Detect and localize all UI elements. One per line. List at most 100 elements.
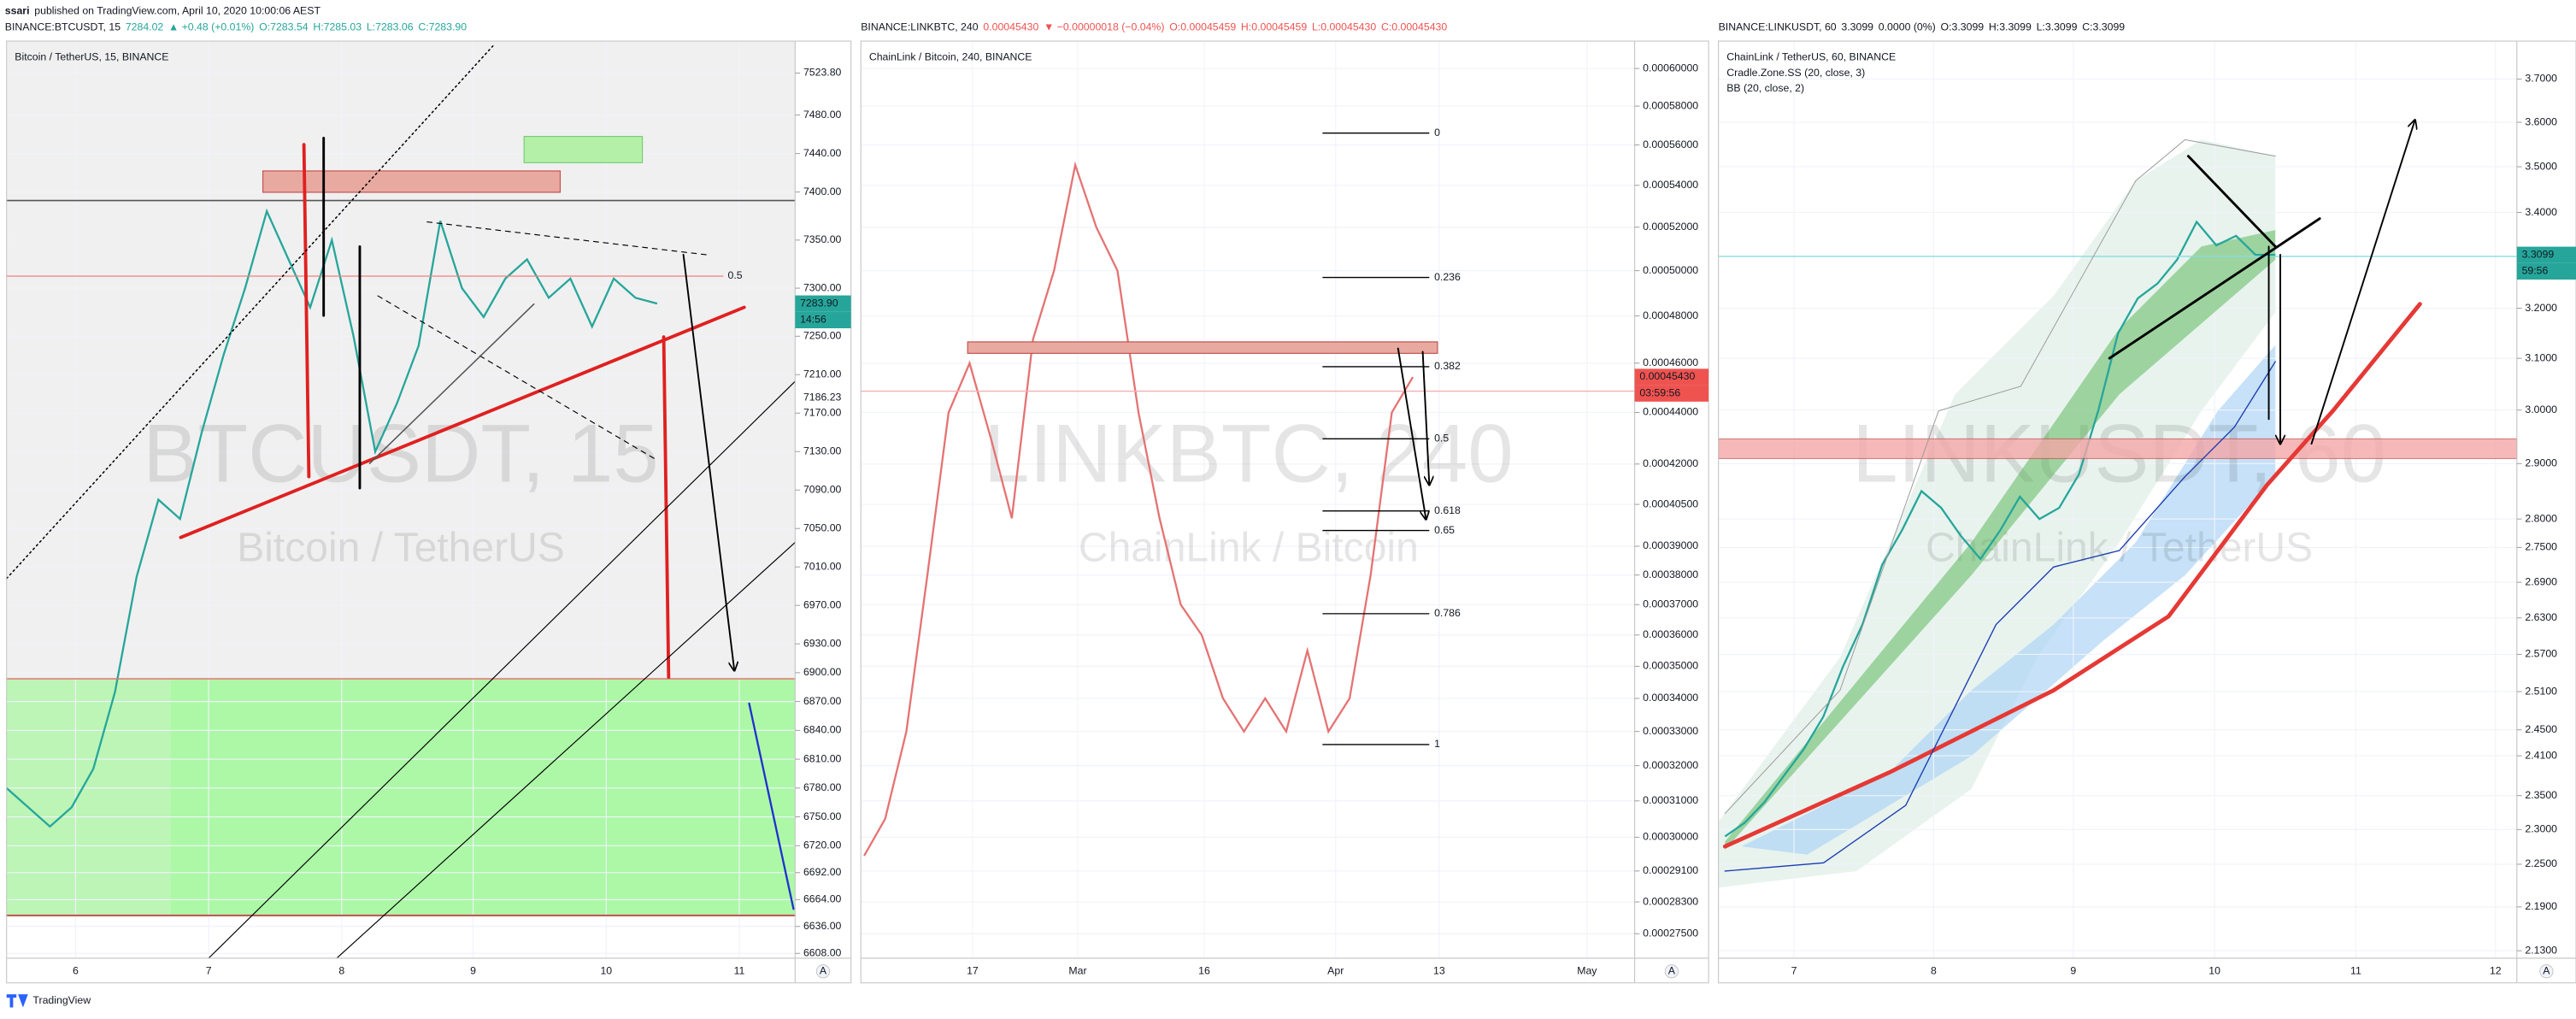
- y-tick-label: 6810.00: [803, 752, 842, 764]
- price-line: [5, 208, 658, 828]
- y-tick-label: 6720.00: [803, 839, 842, 851]
- y-tick-label: 2.9000: [2525, 457, 2557, 469]
- y-tick-label: 2.5700: [2525, 648, 2557, 660]
- x-tick-label: 7: [1791, 964, 1797, 976]
- y-tick-label: 2.5100: [2525, 685, 2557, 697]
- auto-scale-label: A: [820, 964, 827, 976]
- y-tick-label: 7300.00: [803, 281, 842, 293]
- quote-change: ▲ +0.48 (+0.01%): [168, 21, 254, 33]
- last-price-label: 0.00045430: [1639, 370, 1695, 382]
- quote-change: ▼ −0.00000018 (−0.04%): [1044, 21, 1164, 33]
- green-zone-left: [6, 679, 171, 916]
- x-tick-label: 16: [1198, 964, 1210, 976]
- fib-label: 0.382: [1434, 360, 1461, 372]
- y-tick-label: 6692.00: [803, 866, 842, 878]
- x-tick-label: Mar: [1068, 964, 1086, 976]
- quote-symbol: BINANCE:BTCUSDT, 15: [5, 21, 121, 33]
- panel-frame: [860, 40, 1709, 984]
- y-tick-label: 7050.00: [803, 521, 842, 533]
- y-tick-label: 7480.00: [803, 109, 842, 121]
- y-tick-label: 0.00035000: [1643, 660, 1698, 672]
- x-tick-label: 8: [1931, 964, 1937, 976]
- level-note: 0.5: [728, 269, 743, 281]
- y-tick-label: 0.00050000: [1643, 264, 1698, 276]
- symbol-header: BINANCE:LINKUSDT, 60 3.3099 0.0000 (0%) O:3…: [1719, 21, 2126, 33]
- fib-label: 0.618: [1434, 504, 1461, 516]
- y-tick-label: 0.00028300: [1643, 895, 1698, 907]
- last-price-label: 7283.90: [800, 297, 838, 309]
- symbol-header: BINANCE:LINKBTC, 240 0.00045430 ▼ −0.00000…: [861, 21, 1447, 33]
- y-tick-label: 2.6300: [2525, 611, 2557, 623]
- y-tick-label: 2.4100: [2525, 749, 2557, 761]
- y-tick-label: 6900.00: [803, 666, 842, 678]
- dotted-line: [5, 45, 494, 580]
- y-tick-label: 0.00037000: [1643, 598, 1698, 610]
- x-tick-label: 11: [734, 964, 745, 976]
- arrow: [2310, 120, 2415, 445]
- y-tick-label: 3.5000: [2525, 160, 2557, 172]
- resistance-box: [967, 341, 1438, 354]
- drawings: [5, 45, 2518, 959]
- y-tick-label: 2.3000: [2525, 823, 2557, 835]
- y-tick-label: 0.00036000: [1643, 628, 1698, 640]
- x-tick-label: 10: [2208, 964, 2220, 976]
- x-tick-label: Apr: [1327, 964, 1344, 976]
- trend-line: [368, 303, 535, 464]
- y-tick-label: 6970.00: [803, 598, 842, 610]
- publish-line: ssari published on TradingView.com, April…: [5, 5, 321, 17]
- support-band: [1718, 438, 2518, 459]
- quote-open: O:3.3099: [1941, 21, 1985, 33]
- y-tick-label: 0.00056000: [1643, 138, 1698, 150]
- quote-symbol: BINANCE:LINKBTC, 240: [861, 21, 979, 33]
- fib-label: 0: [1434, 127, 1440, 138]
- v-line: [302, 143, 311, 479]
- price-line: [863, 161, 1414, 857]
- zone-bg: [6, 41, 796, 680]
- auto-scale: [2539, 964, 2554, 979]
- y-tick-label: 2.4500: [2525, 723, 2557, 735]
- countdown-tag: [2516, 262, 2576, 280]
- quote-low: L:0.00045430: [1312, 21, 1376, 33]
- y-tick-label: 6930.00: [803, 637, 842, 649]
- y-tick-label: 0.00046000: [1643, 356, 1698, 368]
- legend-line: Cradle.Zone.SS (20, close, 3): [1726, 67, 1865, 79]
- last-price-tag: [2516, 246, 2576, 263]
- y-tick-label: 6664.00: [803, 893, 842, 905]
- dashed-line: [377, 295, 658, 461]
- y-tick-label: 2.8000: [2525, 512, 2557, 524]
- y-tick-label: 3.0000: [2525, 403, 2557, 415]
- y-tick-label: 7250.00: [803, 330, 842, 342]
- arrow: [1397, 347, 1426, 520]
- legend-line: BB (20, close, 2): [1726, 82, 1804, 94]
- x-tick-label: 17: [967, 964, 979, 976]
- quote-high: H:0.00045459: [1241, 21, 1307, 33]
- y-tick-label: 7090.00: [803, 483, 842, 495]
- y-tick-label: 0.00029100: [1643, 864, 1698, 876]
- y-tick-label: 3.1000: [2525, 351, 2557, 363]
- quote-low: L:7283.06: [367, 21, 414, 33]
- quote-high: H:3.3099: [1989, 21, 2032, 33]
- auto-scale-label: A: [1668, 964, 1676, 976]
- trend-line: [179, 305, 746, 539]
- y-tick-label: 0.00033000: [1643, 725, 1698, 737]
- y-tick-label: 0.00034000: [1643, 692, 1698, 704]
- quote-close: C:7283.90: [418, 21, 467, 33]
- y-tick-label: 3.6000: [2525, 115, 2557, 127]
- y-tick-label: 3.2000: [2525, 302, 2557, 314]
- countdown-label: 14:56: [800, 314, 826, 326]
- quote-price: 0.00045430: [983, 21, 1038, 33]
- y-tick-label: 7400.00: [803, 186, 842, 197]
- blue-line: [748, 702, 795, 910]
- legend-line: Bitcoin / TetherUS, 15, BINANCE: [15, 51, 168, 63]
- legend-line: ChainLink / TetherUS, 60, BINANCE: [1726, 51, 1896, 63]
- watermark: BTCUSDT, 15: [143, 409, 658, 500]
- arrow: [1421, 350, 1430, 485]
- auto-scale: [1664, 964, 1679, 979]
- bb-lower: [1724, 361, 2276, 872]
- y-tick-label: 2.2500: [2525, 857, 2557, 869]
- fib-label: 1: [1434, 738, 1440, 750]
- y-tick-label: 0.00038000: [1643, 568, 1698, 580]
